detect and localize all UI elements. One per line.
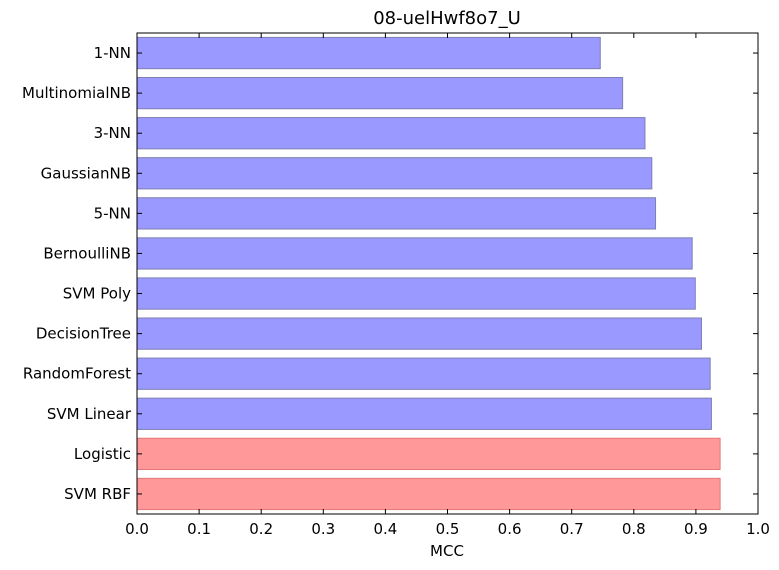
bar-gaussiannb	[136, 157, 653, 190]
bar-logistic	[136, 437, 721, 471]
x-tick-label: 0.8	[622, 520, 646, 538]
x-tick-label: 0.1	[187, 520, 211, 538]
category-label: 1-NN	[94, 44, 131, 62]
bars-group	[136, 36, 721, 511]
x-tick-label: 0.2	[249, 520, 273, 538]
category-label: Logistic	[74, 445, 131, 463]
category-label: 5-NN	[94, 204, 131, 222]
x-axis-ticks: 0.0 0.1 0.2 0.3 0.4 0.5 0.6 0.7 0.8 0.9 1.0	[125, 33, 770, 538]
bar-5-nn	[136, 197, 657, 230]
x-axis-label: MCC	[430, 542, 464, 560]
bar-decisiontree	[136, 317, 702, 350]
chart-title: 08-uelHwf8o7_U	[373, 8, 521, 29]
category-label: MultinomialNB	[22, 84, 131, 102]
bar-bernoullinb	[136, 237, 693, 270]
bar-1-nn	[136, 36, 601, 70]
bar-multinomialnb	[136, 76, 624, 110]
plot-frame	[136, 32, 759, 515]
x-tick-label: 1.0	[746, 520, 770, 538]
x-tick-label: 0.6	[498, 520, 522, 538]
bar-svm-linear	[136, 397, 712, 430]
category-label: GaussianNB	[41, 164, 131, 182]
x-tick-label: 0.4	[373, 520, 397, 538]
category-label: BernoulliNB	[43, 244, 131, 262]
bar-randomforest	[136, 357, 711, 390]
category-label: SVM RBF	[64, 485, 131, 503]
x-tick-label: 0.7	[560, 520, 584, 538]
bar-svm-poly	[136, 277, 696, 310]
category-labels: 1-NN MultinomialNB 3-NN GaussianNB 5-NN Berno…	[22, 44, 758, 503]
bar-svm-rbf	[136, 477, 721, 511]
category-label: SVM Linear	[47, 405, 132, 423]
category-label: 3-NN	[94, 124, 131, 142]
category-label: SVM Poly	[63, 285, 131, 303]
category-label: DecisionTree	[36, 325, 131, 343]
x-tick-label: 0.5	[436, 520, 460, 538]
bar-3-nn	[136, 117, 646, 150]
x-tick-label: 0.3	[311, 520, 335, 538]
category-label: RandomForest	[23, 365, 131, 383]
x-tick-label: 0.9	[684, 520, 708, 538]
x-tick-label: 0.0	[125, 520, 149, 538]
